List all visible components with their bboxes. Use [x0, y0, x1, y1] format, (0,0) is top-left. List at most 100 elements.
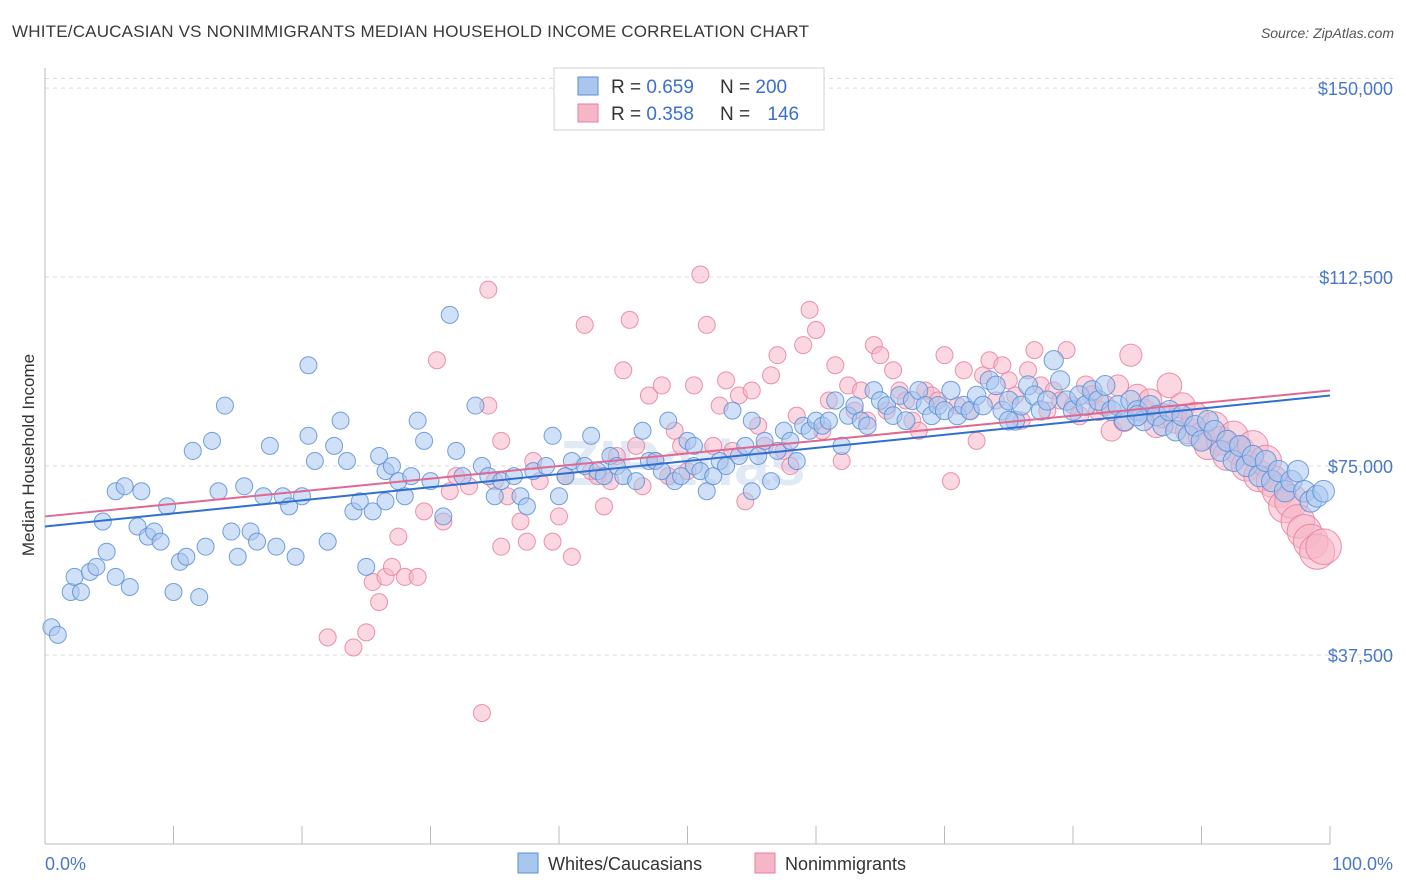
- stats-legend: R = 0.659 N = 200 R = 0.358 N = 146: [553, 67, 825, 131]
- whites-point: [299, 356, 318, 375]
- axes: [44, 68, 1331, 845]
- legend-swatch-whites: [577, 76, 599, 96]
- whites-point: [941, 380, 961, 401]
- whites-point: [235, 477, 254, 496]
- whites-point: [299, 426, 318, 445]
- nonimmigrants-point: [614, 361, 633, 380]
- nonimmigrants-point: [382, 557, 401, 576]
- whites-point: [196, 537, 215, 556]
- bottom-legend-label-nonimmigrants: Nonimmigrants: [785, 854, 906, 874]
- whites-point: [858, 416, 877, 435]
- nonimmigrants-points: [318, 265, 1342, 722]
- whites-point: [550, 487, 568, 506]
- nonimmigrants-point: [826, 356, 845, 375]
- x-tick-label: 0.0%: [45, 854, 86, 874]
- whites-point: [485, 487, 504, 506]
- whites-point: [762, 472, 781, 491]
- nonimmigrants-point: [967, 431, 986, 450]
- y-tick-label: $75,000: [1328, 457, 1393, 477]
- nonimmigrants-point: [543, 532, 562, 551]
- y-tick-labels: $37,500 $75,000 $112,500 $150,000: [1318, 79, 1393, 666]
- whites-point: [749, 446, 768, 465]
- whites-point: [183, 441, 202, 460]
- chart-title: WHITE/CAUCASIAN VS NONIMMIGRANTS MEDIAN …: [12, 22, 810, 41]
- nonimmigrants-point: [440, 482, 459, 501]
- whites-point: [517, 497, 536, 516]
- nonimmigrants-point: [575, 315, 594, 334]
- whites-point: [363, 502, 382, 521]
- whites-point: [325, 436, 344, 455]
- nonimmigrants-point: [517, 532, 536, 551]
- whites-point: [684, 436, 703, 455]
- whites-point: [556, 467, 575, 486]
- nonimmigrants-point: [492, 431, 511, 450]
- whites-point: [1094, 375, 1116, 396]
- bottom-legend: Whites/Caucasians Nonimmigrants: [517, 852, 906, 874]
- nonimmigrants-point: [871, 346, 890, 365]
- whites-point: [97, 542, 116, 561]
- legend-n-value: 146: [767, 104, 799, 125]
- legend-r-label: R =: [611, 104, 646, 125]
- nonimmigrants-point: [941, 472, 960, 491]
- nonimmigrants-point: [768, 346, 787, 365]
- nonimmigrants-point: [511, 512, 530, 531]
- whites-point: [190, 588, 209, 607]
- nonimmigrants-point: [1156, 372, 1183, 399]
- whites-point: [633, 421, 652, 440]
- whites-point: [973, 395, 993, 416]
- nonimmigrants-point: [620, 310, 639, 329]
- whites-point: [395, 487, 414, 506]
- nonimmigrants-point: [800, 300, 819, 319]
- whites-points: [42, 305, 1335, 644]
- legend-r-value: 0.659: [646, 77, 694, 98]
- whites-point: [826, 391, 845, 410]
- nonimmigrants-point: [697, 315, 716, 334]
- whites-point: [408, 411, 427, 430]
- whites-point: [376, 492, 395, 511]
- whites-point: [1312, 479, 1335, 503]
- nonimmigrants-point: [479, 280, 498, 299]
- whites-point: [697, 482, 716, 501]
- whites-point: [158, 497, 177, 516]
- whites-point: [594, 467, 613, 486]
- nonimmigrants-point: [472, 703, 491, 722]
- whites-point: [318, 532, 337, 551]
- whites-trend-line: [44, 394, 1331, 528]
- nonimmigrants-point: [389, 527, 408, 546]
- nonimmigrants-point: [1305, 528, 1342, 565]
- nonimmigrants-trend-line: [44, 389, 1331, 518]
- whites-point: [787, 452, 806, 470]
- nonimmigrants-point: [408, 567, 427, 586]
- whites-point: [115, 477, 134, 496]
- whites-point: [652, 462, 671, 481]
- nonimmigrants-point: [415, 502, 434, 521]
- whites-point: [106, 567, 125, 586]
- whites-point: [543, 426, 562, 445]
- whites-point: [447, 441, 466, 460]
- bottom-legend-swatch-nonimmigrants: [754, 852, 776, 874]
- nonimmigrants-point: [562, 547, 581, 566]
- whites-point: [215, 396, 234, 415]
- whites-point: [337, 452, 356, 470]
- whites-point: [286, 547, 305, 566]
- whites-point: [331, 411, 350, 430]
- whites-point: [151, 532, 170, 551]
- x-tick-labels: 0.0% 100.0%: [45, 854, 1393, 874]
- nonimmigrants-point: [884, 361, 903, 380]
- whites-point: [434, 507, 453, 526]
- svg-text:N = 200: N = 200: [720, 77, 787, 98]
- y-tick-label: $112,500: [1319, 268, 1393, 288]
- whites-point: [1286, 459, 1310, 483]
- nonimmigrants-point: [1057, 341, 1076, 360]
- whites-point: [896, 411, 916, 431]
- whites-point: [415, 431, 434, 450]
- whites-point: [382, 457, 401, 476]
- whites-point: [723, 401, 742, 420]
- svg-text:R = 0.358: R = 0.358: [611, 104, 694, 125]
- whites-point: [350, 492, 369, 511]
- whites-point: [228, 547, 247, 566]
- whites-point: [440, 305, 459, 324]
- nonimmigrants-point: [691, 265, 710, 284]
- legend-r-value: 0.358: [646, 104, 694, 125]
